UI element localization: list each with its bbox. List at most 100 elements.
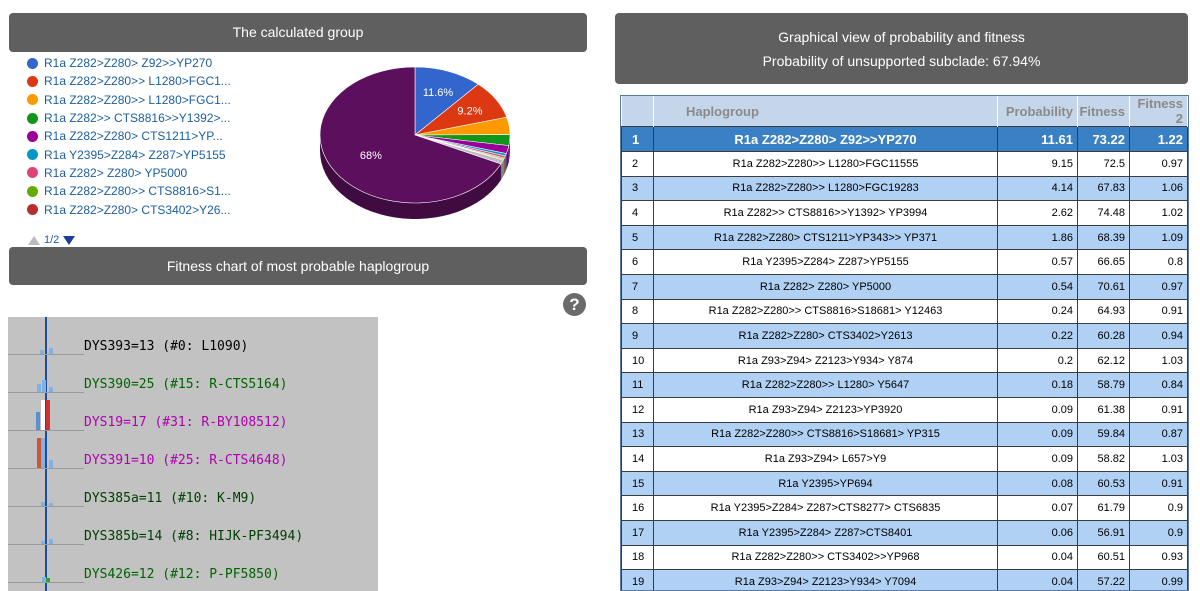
row-haplogroup: R1a Z282>Z280>> L1280>FGC11555: [653, 151, 998, 177]
fitness-bar: [42, 577, 46, 582]
table-row[interactable]: 1 R1a Z282>Z280> Z92>>YP270 11.61 73.22 1.22: [621, 126, 1188, 152]
row-probability: 9.15: [997, 151, 1078, 177]
pie-legend: R1a Z282>Z280> Z92>>YP270 R1a Z282>Z280>>…: [27, 54, 287, 219]
row-probability: 1.86: [997, 224, 1078, 251]
table-row[interactable]: 18 R1a Z282>Z280>> CTS3402>>YP968 0.04 60.5…: [621, 544, 1188, 571]
row-haplogroup: R1a Z282>Z280>> CTS8816>S18681> YP315: [653, 421, 998, 448]
legend-item[interactable]: R1a Y2395>Z284> Z287>YP5155: [27, 145, 287, 163]
legend-item[interactable]: R1a Z282> Z280> YP5000: [27, 164, 287, 182]
table-row[interactable]: 13 R1a Z282>Z280>> CTS8816>S18681> YP315 0…: [621, 421, 1188, 448]
row-rank: 4: [621, 200, 654, 226]
row-probability: 0.04: [997, 544, 1078, 571]
row-rank: 19: [621, 569, 654, 590]
row-rank: 5: [621, 224, 654, 251]
row-fitness2: 0.9: [1129, 495, 1188, 521]
pie-slice[interactable]: [414, 66, 479, 136]
fitness-bar: [46, 578, 50, 582]
legend-item[interactable]: R1a Z282>Z280> CTS1211>YP...: [27, 127, 287, 145]
row-rank: 2: [621, 151, 654, 177]
row-haplogroup: R1a Z93>Z94> L657>Y9: [653, 446, 998, 472]
row-probability: 0.07: [997, 495, 1078, 521]
fitness-bar: [49, 348, 53, 354]
table-row[interactable]: 6 R1a Y2395>Z284> Z287>YP5155 0.57 66.65 0.8: [621, 249, 1188, 275]
table-row[interactable]: 3 R1a Z282>Z280>> L1280>FGC19283 4.14 67.83…: [621, 175, 1188, 202]
fitness-row: DYS390=25 (#15: R-CTS5164): [8, 355, 378, 393]
row-haplogroup: R1a Z93>Z94> Z2123>Y934> Y7094: [653, 569, 998, 590]
row-probability: 0.08: [997, 470, 1078, 497]
legend-label: R1a Z282> Z280> YP5000: [44, 165, 188, 180]
col-haplogroup[interactable]: Haplogroup: [653, 96, 998, 127]
row-probability: 0.18: [997, 372, 1078, 398]
fitness-bar: [49, 387, 53, 392]
help-icon[interactable]: ?: [563, 293, 586, 316]
pie-chart[interactable]: 11.6%9.2% 68%: [300, 55, 530, 245]
pie-slice-label: 68%: [360, 150, 382, 162]
row-haplogroup: R1a Z282>Z280> CTS1211>YP343>> YP371: [653, 224, 998, 251]
legend-pager: 1/2: [28, 234, 76, 246]
legend-item[interactable]: R1a Z282>Z280> Z92>>YP270: [27, 54, 287, 72]
row-probability: 0.09: [997, 396, 1078, 423]
row-rank: 12: [621, 396, 654, 423]
row-fitness2: 0.8: [1129, 249, 1188, 275]
row-fitness: 60.53: [1077, 470, 1130, 497]
table-row[interactable]: 11 R1a Z282>Z280>> L1280> Y5647 0.18 58.79 0…: [621, 372, 1188, 398]
legend-item[interactable]: R1a Z282>> CTS8816>>Y1392>...: [27, 109, 287, 127]
row-haplogroup: R1a Y2395>Z284> Z287>YP5155: [653, 249, 998, 275]
legend-item[interactable]: R1a Z282>Z280>> CTS8816>S1...: [27, 182, 287, 200]
table-row[interactable]: 7 R1a Z282> Z280> YP5000 0.54 70.61 0.97: [621, 273, 1188, 300]
col-probability[interactable]: Probability: [997, 96, 1078, 127]
row-rank: 13: [621, 421, 654, 448]
table-row[interactable]: 8 R1a Z282>Z280>> CTS8816>S18681> Y12463 0…: [621, 298, 1188, 325]
row-haplogroup: R1a Y2395>Z284> Z287>CTS8277> CTS6835: [653, 495, 998, 521]
row-rank: 8: [621, 298, 654, 325]
fitness-label: DYS391=10 (#25: R-CTS4648): [84, 453, 288, 468]
row-fitness: 61.38: [1077, 396, 1130, 423]
haplogroup-table: Haplogroup Probability Fitness Fitness 2…: [620, 95, 1189, 591]
row-fitness2: 0.91: [1129, 396, 1188, 423]
row-fitness2: 0.9: [1129, 519, 1188, 546]
table-row[interactable]: 17 R1a Y2395>Z284> Z287>CTS8401 0.06 56.91 0…: [621, 519, 1188, 546]
table-row[interactable]: 12 R1a Z93>Z94> Z2123>YP3920 0.09 61.38 0.91: [621, 396, 1188, 423]
row-probability: 0.22: [997, 323, 1078, 349]
legend-item[interactable]: R1a Z282>Z280> CTS3402>Y26...: [27, 200, 287, 218]
row-haplogroup: R1a Z282>Z280>> CTS8816>S18681> Y12463: [653, 298, 998, 325]
table-row[interactable]: 19 R1a Z93>Z94> Z2123>Y934> Y7094 0.04 57.2…: [621, 569, 1188, 590]
table-row[interactable]: 9 R1a Z282>Z280> CTS3402>Y2613 0.22 60.28 0.…: [621, 323, 1188, 349]
fitness-label: DYS19=17 (#31: R-BY108512): [84, 415, 288, 430]
fitness-bar: [49, 539, 53, 544]
row-probability: 0.04: [997, 569, 1078, 590]
row-fitness: 58.82: [1077, 446, 1130, 472]
legend-color-icon: [27, 57, 38, 69]
col-fitness2[interactable]: Fitness 2: [1129, 96, 1188, 127]
legend-item[interactable]: R1a Z282>Z280>> L1280>FGC1...: [27, 72, 287, 90]
row-haplogroup: R1a Z282>Z280>> L1280> Y5647: [653, 372, 998, 398]
table-row[interactable]: 16 R1a Y2395>Z284> Z287>CTS8277> CTS6835 0…: [621, 495, 1188, 521]
table-row[interactable]: 2 R1a Z282>Z280>> L1280>FGC11555 9.15 72.5 0…: [621, 151, 1188, 177]
row-rank: 18: [621, 544, 654, 571]
row-probability: 0.2: [997, 347, 1078, 374]
table-row[interactable]: 5 R1a Z282>Z280> CTS1211>YP343>> YP371 1.8…: [621, 224, 1188, 251]
col-fitness[interactable]: Fitness: [1077, 96, 1130, 127]
row-haplogroup: R1a Z93>Z94> Z2123>YP3920: [653, 396, 998, 423]
table-row[interactable]: 4 R1a Z282>> CTS8816>>Y1392> YP3994 2.62 74…: [621, 200, 1188, 226]
table-row[interactable]: 15 R1a Y2395>YP694 0.08 60.53 0.91: [621, 470, 1188, 497]
fitness-bar: [41, 438, 45, 468]
legend-color-icon: [27, 112, 38, 124]
fitness-chart: DYS393=13 (#0: L1090) DYS390=25 (#15: R-C…: [8, 317, 378, 591]
pie-slice[interactable]: [319, 66, 502, 204]
calculated-group-title: The calculated group: [232, 24, 364, 40]
table-row[interactable]: 10 R1a Z93>Z94> Z2123>Y934> Y874 0.2 62.12 1…: [621, 347, 1188, 374]
legend-color-icon: [27, 167, 38, 179]
legend-label: R1a Y2395>Z284> Z287>YP5155: [44, 147, 226, 162]
pie-slice-label: 9.2%: [457, 106, 482, 118]
legend-item[interactable]: R1a Z282>Z280>> L1280>FGC1...: [27, 91, 287, 109]
legend-color-icon: [27, 204, 38, 216]
page-up-icon[interactable]: [28, 235, 40, 245]
row-rank: 10: [621, 347, 654, 374]
table-row[interactable]: 14 R1a Z93>Z94> L657>Y9 0.09 58.82 1.03: [621, 446, 1188, 472]
row-fitness2: 0.94: [1129, 323, 1188, 349]
page-down-icon[interactable]: [63, 235, 76, 245]
row-probability: 2.62: [997, 200, 1078, 226]
fitness-row: DYS426=12 (#12: P-PF5850): [8, 545, 378, 583]
fitness-baseline: [8, 544, 84, 545]
